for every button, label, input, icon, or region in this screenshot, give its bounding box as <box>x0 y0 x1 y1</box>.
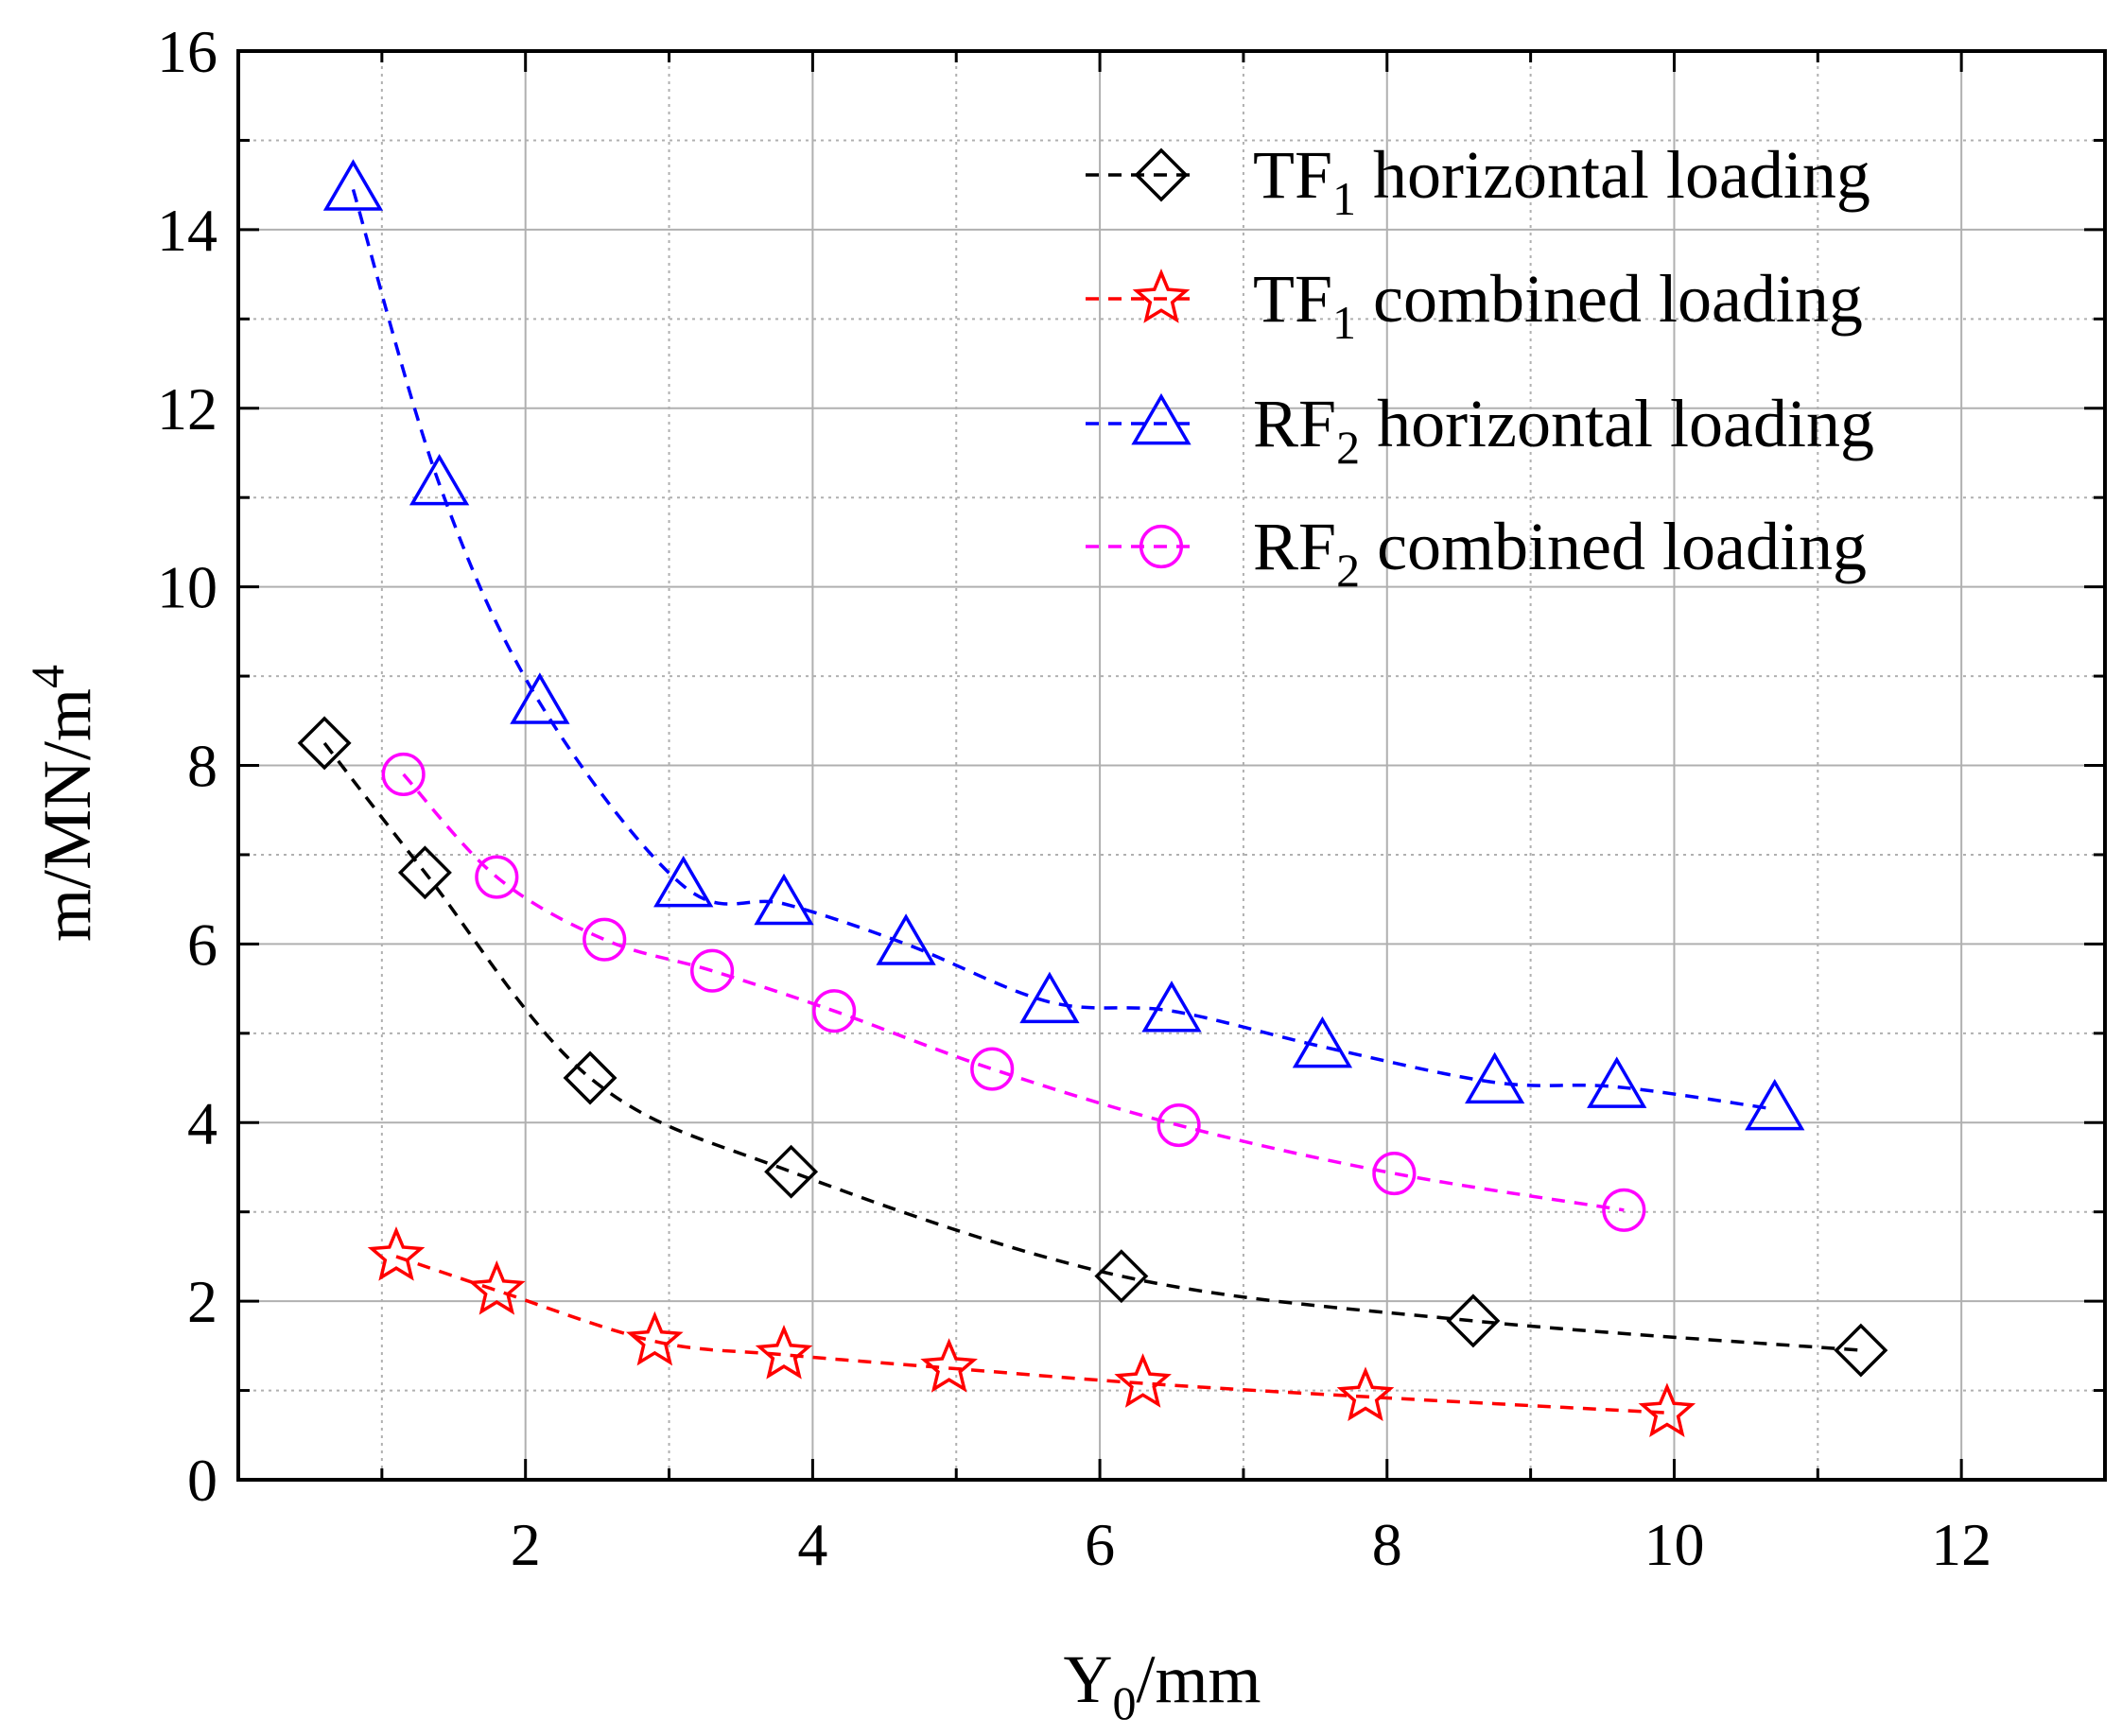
data-point <box>1336 1366 1395 1421</box>
y-tick-label: 12 <box>157 375 217 443</box>
data-point <box>755 1324 813 1380</box>
legend-marker <box>1131 392 1191 445</box>
axes <box>236 49 2107 1482</box>
data-point <box>970 1047 1015 1091</box>
x-tick-label: 4 <box>797 1511 827 1578</box>
data-point <box>754 873 814 926</box>
x-tick-label: 10 <box>1644 1511 1704 1578</box>
data-point <box>1094 1249 1149 1304</box>
x-tick-label: 6 <box>1085 1511 1115 1578</box>
data-point <box>1141 981 1202 1033</box>
data-point <box>1157 1103 1201 1148</box>
legend-label: TF1 combined loading <box>1253 261 1863 349</box>
legend-marker <box>1134 148 1189 202</box>
data-point <box>1019 971 1080 1024</box>
data-point <box>583 917 627 962</box>
series-layer <box>297 159 1888 1437</box>
data-point <box>1114 1353 1172 1408</box>
data-point <box>653 855 714 908</box>
y-tick-label: 6 <box>187 911 217 978</box>
legend-swatch <box>1086 392 1199 445</box>
y-tick-label: 8 <box>187 733 217 800</box>
x-axis-title: Y0/mm <box>1063 1641 1261 1729</box>
data-point <box>920 1338 978 1393</box>
legend-entry-rf2-horizontal: RF2 horizontal loading <box>1086 386 1874 474</box>
data-point <box>475 855 519 899</box>
legend-entry-tf1-combined: TF1 combined loading <box>1086 261 1863 349</box>
data-point <box>1465 1051 1525 1104</box>
data-point <box>367 1226 426 1281</box>
data-point <box>1587 1056 1647 1108</box>
y-tick-label: 10 <box>157 554 217 621</box>
data-point <box>1292 1016 1353 1068</box>
y-axis-title: m/MN/m4 <box>21 665 105 942</box>
legend-marker <box>1139 524 1184 569</box>
data-point <box>1602 1188 1646 1232</box>
data-point <box>1834 1323 1888 1378</box>
y-tick-label: 2 <box>187 1268 217 1335</box>
legend: TF1 horizontal loading TF1 combined load… <box>1086 137 1874 597</box>
data-point <box>563 1050 617 1105</box>
legend-swatch <box>1086 148 1199 202</box>
legend-swatch <box>1086 524 1199 569</box>
legend-label: RF2 combined loading <box>1253 509 1867 597</box>
grid <box>238 51 2105 1480</box>
y-tick-label: 0 <box>187 1447 217 1514</box>
data-point <box>409 453 470 506</box>
data-point <box>690 948 735 993</box>
data-point <box>297 716 352 771</box>
data-point <box>510 672 570 724</box>
data-point <box>1446 1293 1501 1348</box>
data-point <box>1638 1382 1696 1437</box>
data-point <box>1745 1079 1805 1131</box>
legend-label: TF1 horizontal loading <box>1253 137 1870 225</box>
data-point <box>397 845 452 900</box>
data-point <box>626 1311 684 1366</box>
legend-entry-tf1-horizontal: TF1 horizontal loading <box>1086 137 1870 225</box>
x-tick-label: 12 <box>1931 1511 1992 1578</box>
tick-labels: 2 4 6 8 10 12 0 2 4 6 8 10 12 14 16 <box>157 18 1992 1578</box>
legend-swatch <box>1086 269 1199 323</box>
data-point <box>468 1259 526 1315</box>
y-tick-label: 16 <box>157 18 217 85</box>
y-tick-label: 14 <box>157 197 217 264</box>
x-tick-label: 8 <box>1372 1511 1402 1578</box>
series-diamond <box>297 716 1888 1378</box>
series-triangle <box>322 159 1805 1131</box>
series-line <box>395 1255 1667 1415</box>
data-point <box>322 159 384 211</box>
y-tick-label: 4 <box>187 1089 217 1156</box>
series-star <box>367 1226 1696 1437</box>
data-point <box>812 989 857 1033</box>
data-point <box>381 752 426 797</box>
data-point <box>764 1144 819 1199</box>
series-circle <box>381 752 1646 1232</box>
legend-entry-rf2-combined: RF2 combined loading <box>1086 509 1867 597</box>
series-line <box>322 741 1861 1352</box>
legend-marker <box>1132 269 1191 323</box>
data-point <box>1372 1152 1417 1196</box>
x-tick-label: 2 <box>511 1511 541 1578</box>
data-point <box>876 913 936 965</box>
series-line <box>351 188 1775 1111</box>
series-line <box>402 773 1625 1212</box>
legend-label: RF2 horizontal loading <box>1253 386 1874 474</box>
